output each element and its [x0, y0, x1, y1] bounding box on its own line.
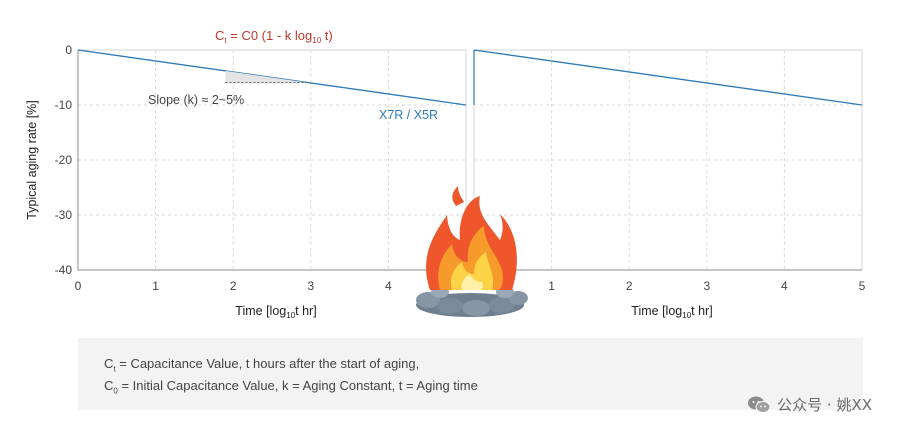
x-tick-label: 1: [152, 279, 159, 293]
fire-icon: [416, 186, 528, 317]
y-tick-label: -20: [55, 153, 73, 167]
note-line-2: C0 = Initial Capacitance Value, k = Agin…: [104, 378, 478, 396]
x-tick-label: 5: [859, 279, 866, 293]
y-axis-title: Typical aging rate [%]: [25, 100, 39, 220]
x-tick-label: 0: [75, 279, 82, 293]
slope-annotation: Slope (k) ≈ 2~5%: [148, 93, 244, 107]
y-tick-label: 0: [65, 43, 72, 57]
x-axis-title-right: Time [log10t hr]: [631, 304, 712, 320]
legend-notes: Ct = Capacitance Value, t hours after th…: [78, 338, 863, 410]
x-tick-label: 2: [230, 279, 237, 293]
note-line-1: Ct = Capacitance Value, t hours after th…: [104, 356, 420, 374]
watermark: 公众号 · 姚XX: [747, 394, 872, 415]
y-tick-label: -40: [55, 263, 73, 277]
x-tick-label: 3: [703, 279, 710, 293]
y-tick-label: -10: [55, 98, 73, 112]
x-axis-title-left: Time [log10t hr]: [235, 304, 316, 320]
y-tick-label: -30: [55, 208, 73, 222]
x-tick-label: 4: [385, 279, 392, 293]
x-tick-label: 2: [626, 279, 633, 293]
x-tick-label: 1: [548, 279, 555, 293]
watermark-text: 公众号 · 姚XX: [777, 396, 872, 414]
slope-triangle: [225, 70, 307, 83]
x-tick-label: 4: [781, 279, 788, 293]
formula-annotation: Ct = C0 (1 - k log10 t): [215, 28, 333, 45]
series-label: X7R / X5R: [379, 108, 438, 122]
x-tick-label: 3: [307, 279, 314, 293]
series-line-1: [473, 49, 863, 106]
wechat-icon: [748, 396, 771, 413]
